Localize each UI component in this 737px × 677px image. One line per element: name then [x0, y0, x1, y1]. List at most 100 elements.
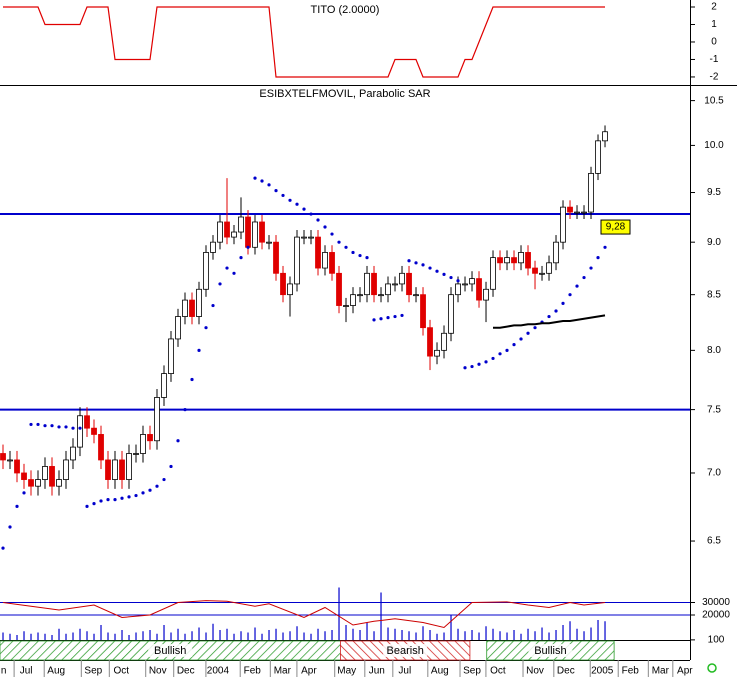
- sar-dot: [575, 284, 579, 288]
- candle-body: [518, 252, 524, 264]
- y-tick-label: 9.5: [707, 187, 721, 198]
- sar-dot: [218, 282, 222, 286]
- candle-body: [224, 221, 230, 238]
- sar-dot: [1, 546, 5, 550]
- candle-body: [0, 453, 6, 461]
- candle-body: [364, 272, 370, 296]
- sar-dot: [393, 314, 397, 319]
- candle-body: [455, 283, 461, 296]
- candle-body: [112, 459, 118, 480]
- candle-body: [497, 257, 503, 264]
- sar-dot: [316, 218, 320, 222]
- candle-body: [154, 397, 160, 442]
- sar-dot: [547, 314, 551, 319]
- volume-tick-label: 20000: [702, 610, 730, 621]
- candle-body: [385, 283, 391, 296]
- x-tick-label: 2005: [591, 666, 614, 677]
- candle-body: [378, 294, 384, 297]
- sar-dot: [568, 293, 572, 297]
- candle-body: [595, 140, 601, 174]
- sar-dot: [456, 279, 460, 283]
- sar-dot: [176, 439, 180, 443]
- candle-body: [259, 221, 265, 243]
- x-tick-label: Sep: [463, 666, 481, 677]
- candle-body: [14, 459, 20, 474]
- moving-average: [493, 314, 606, 329]
- sar-dot: [400, 313, 404, 318]
- x-tick-label: Jun: [369, 666, 385, 677]
- candle-body: [49, 466, 55, 487]
- sar-dot: [428, 266, 432, 270]
- x-tick-label: Jul: [398, 666, 411, 677]
- sar-dot: [36, 422, 40, 427]
- candle-body: [413, 294, 419, 297]
- candle-body: [392, 283, 398, 286]
- y-tick-label: 10.0: [704, 140, 724, 151]
- candle-body: [98, 434, 104, 461]
- candle-body: [574, 211, 580, 214]
- sar-dot: [225, 266, 229, 270]
- sar-dot: [414, 261, 418, 265]
- chart-title: ESIBXTELFMOVIL, Parabolic SAR: [259, 88, 430, 100]
- candle-body: [350, 294, 356, 306]
- x-tick-label: Nov: [149, 666, 167, 677]
- sar-dot: [372, 318, 376, 322]
- candle-body: [441, 332, 447, 351]
- candle-body: [476, 278, 482, 301]
- y-tick-label: -2: [710, 72, 719, 83]
- status-indicator: [707, 663, 717, 673]
- sar-dot: [302, 207, 306, 211]
- candle-body: [581, 211, 587, 214]
- x-tick-label: Feb: [622, 666, 640, 677]
- candle-body: [35, 479, 41, 487]
- y-tick-label: 8.0: [707, 345, 721, 356]
- candle-body: [203, 252, 209, 290]
- sar-dot: [519, 337, 523, 341]
- sar-dot: [561, 301, 565, 305]
- sar-dot: [197, 348, 201, 352]
- candle-body: [91, 427, 97, 435]
- candle-body: [70, 446, 76, 461]
- candle-body: [196, 288, 202, 317]
- sar-dot: [491, 356, 495, 361]
- sar-dot: [43, 424, 47, 428]
- candle-body: [63, 459, 69, 480]
- sar-dot: [141, 491, 145, 495]
- sar-dot: [470, 364, 474, 369]
- x-tick-label: Mar: [274, 666, 292, 677]
- candle-body: [490, 257, 496, 290]
- candle-body: [532, 267, 538, 274]
- y-tick-label: 1: [711, 19, 717, 30]
- x-tick-label: 2004: [207, 666, 230, 677]
- candle-body: [84, 415, 90, 429]
- sar-dot: [582, 275, 586, 280]
- x-tick-label: Aug: [431, 666, 449, 677]
- candle-body: [280, 272, 286, 296]
- candle-body: [553, 241, 559, 264]
- x-tick-label: Apr: [301, 666, 317, 677]
- candle-body: [189, 299, 195, 317]
- sar-dot: [288, 198, 292, 202]
- candle-body: [245, 216, 251, 248]
- x-tick-label: Dec: [177, 666, 195, 677]
- sar-dot: [57, 425, 61, 429]
- x-tick-label: Mar: [652, 666, 670, 677]
- sar-dot: [477, 362, 481, 366]
- sar-dot: [50, 424, 54, 428]
- sar-dot: [92, 502, 96, 506]
- sar-dot: [463, 366, 467, 370]
- sar-dot: [365, 256, 369, 260]
- price-label: 9,28: [606, 222, 626, 233]
- candle-body: [301, 236, 307, 239]
- candle-body: [469, 278, 475, 285]
- sar-dot: [449, 275, 453, 280]
- candle-body: [588, 172, 594, 213]
- sar-dot: [533, 326, 537, 330]
- sar-dot: [78, 426, 82, 430]
- sar-dot: [295, 202, 299, 206]
- candle-body: [420, 294, 426, 329]
- sar-dot: [379, 317, 383, 321]
- sar-dot: [526, 331, 530, 335]
- zone-label-bg: [383, 644, 428, 657]
- y-tick-label: 7.0: [707, 468, 721, 479]
